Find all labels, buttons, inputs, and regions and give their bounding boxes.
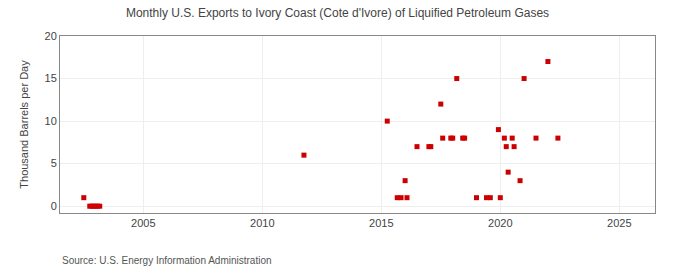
svg-text:0: 0: [51, 200, 57, 212]
svg-text:Source: U.S. Energy Informatio: Source: U.S. Energy Information Administ…: [62, 255, 272, 266]
svg-text:Thousand Barrels per Day: Thousand Barrels per Day: [18, 60, 30, 189]
svg-text:10: 10: [45, 115, 57, 127]
svg-text:15: 15: [45, 72, 57, 84]
svg-text:2010: 2010: [250, 217, 274, 229]
svg-text:2015: 2015: [369, 217, 393, 229]
svg-text:2025: 2025: [607, 217, 631, 229]
svg-text:5: 5: [51, 157, 57, 169]
svg-text:Monthly U.S. Exports to Ivory: Monthly U.S. Exports to Ivory Coast (Cot…: [126, 6, 549, 20]
svg-text:20: 20: [45, 30, 57, 42]
svg-text:2005: 2005: [131, 217, 155, 229]
svg-text:2020: 2020: [488, 217, 512, 229]
